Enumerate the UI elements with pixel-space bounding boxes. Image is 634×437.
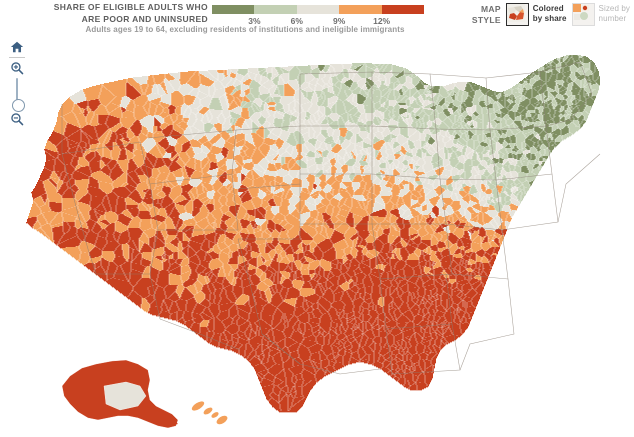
- legend-swatch-6-9: [296, 5, 340, 14]
- legend-tick-12: 12%: [373, 16, 390, 26]
- zoom-level-slider[interactable]: [10, 77, 25, 112]
- county-polygons: [26, 55, 600, 413]
- legend-swatch-9-12: [339, 5, 382, 14]
- legend-swatch-3-6: [254, 5, 297, 14]
- legend-title: SHARE OF ELIGIBLE ADULTS WHO ARE POOR AN…: [40, 2, 208, 25]
- us-county-choropleth-svg[interactable]: [0, 34, 634, 437]
- map-style-label: MAP STYLE: [465, 3, 501, 26]
- choropleth-map[interactable]: [0, 34, 634, 437]
- colored-by-share-label: Colored by share: [533, 3, 567, 24]
- map-zoom-controls: [6, 40, 28, 135]
- legend-color-bar: [212, 5, 425, 14]
- map-style-option-sized-by-number[interactable]: Sized by number: [571, 3, 630, 26]
- alaska-inset: [61, 359, 179, 429]
- colored-by-share-line1: Colored: [533, 4, 567, 14]
- sized-by-number-line1: Sized by: [599, 4, 630, 14]
- legend-subtitle: Adults ages 19 to 64, excluding resident…: [60, 25, 430, 34]
- legend-tick-labels: 3% 6% 9% 12%: [212, 16, 424, 30]
- map-style-option-colored-by-share[interactable]: Colored by share: [505, 3, 567, 26]
- state-boundaries: [61, 61, 601, 375]
- sized-by-number-label: Sized by number: [599, 3, 630, 24]
- sized-by-number-thumbnail-icon: [571, 3, 595, 26]
- zoom-in-icon[interactable]: [10, 61, 24, 75]
- legend-header: SHARE OF ELIGIBLE ADULTS WHO ARE POOR AN…: [0, 0, 634, 40]
- hawaii-inset: [191, 401, 228, 425]
- colored-by-share-line2: by share: [533, 14, 567, 24]
- rail-divider: [9, 57, 25, 58]
- map-style-label-line2: STYLE: [465, 15, 501, 26]
- zoom-slider-track: [16, 78, 18, 104]
- sized-by-number-line2: number: [599, 14, 630, 24]
- zoom-out-icon[interactable]: [10, 112, 24, 126]
- legend-title-line1: SHARE OF ELIGIBLE ADULTS WHO: [40, 2, 208, 14]
- legend-tick-3: 3%: [248, 16, 260, 26]
- legend-swatch-under-3: [212, 5, 255, 14]
- legend-title-line2: ARE POOR AND UNINSURED: [40, 14, 208, 26]
- legend-swatch-over-12: [381, 5, 425, 14]
- home-icon[interactable]: [10, 40, 24, 54]
- zoom-slider-handle[interactable]: [11, 99, 25, 112]
- map-style-label-line1: MAP: [465, 4, 501, 15]
- legend-tick-9: 9%: [333, 16, 345, 26]
- legend-tick-6: 6%: [291, 16, 303, 26]
- legend-color-scale: 3% 6% 9% 12%: [212, 5, 425, 30]
- map-style-switcher: MAP STYLE Colored by share: [465, 3, 630, 26]
- colored-by-share-thumbnail-icon: [505, 3, 529, 26]
